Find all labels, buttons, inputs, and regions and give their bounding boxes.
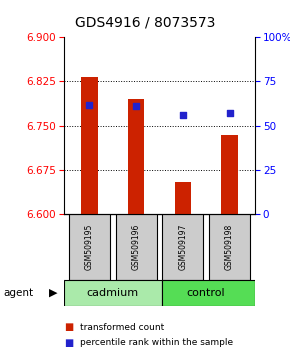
Bar xyxy=(175,182,191,214)
Bar xyxy=(209,214,250,280)
Text: ■: ■ xyxy=(64,338,73,348)
Text: control: control xyxy=(187,288,226,298)
Bar xyxy=(116,214,157,280)
Point xyxy=(227,110,232,115)
Text: transformed count: transformed count xyxy=(80,323,164,332)
Text: GDS4916 / 8073573: GDS4916 / 8073573 xyxy=(75,16,215,30)
Bar xyxy=(81,77,98,214)
Text: GSM509195: GSM509195 xyxy=(85,224,94,270)
Text: percentile rank within the sample: percentile rank within the sample xyxy=(80,338,233,347)
Bar xyxy=(162,280,255,306)
Text: GSM509197: GSM509197 xyxy=(178,224,187,270)
Text: ▶: ▶ xyxy=(49,288,58,298)
Text: agent: agent xyxy=(3,288,33,298)
Bar xyxy=(64,280,162,306)
Bar xyxy=(69,214,110,280)
Point xyxy=(180,112,185,118)
Bar xyxy=(221,135,238,214)
Bar xyxy=(162,214,203,280)
Text: ■: ■ xyxy=(64,322,73,332)
Text: GSM509196: GSM509196 xyxy=(132,224,141,270)
Bar xyxy=(128,98,144,214)
Point xyxy=(134,103,139,109)
Point xyxy=(87,102,92,108)
Text: cadmium: cadmium xyxy=(87,288,139,298)
Text: GSM509198: GSM509198 xyxy=(225,224,234,270)
